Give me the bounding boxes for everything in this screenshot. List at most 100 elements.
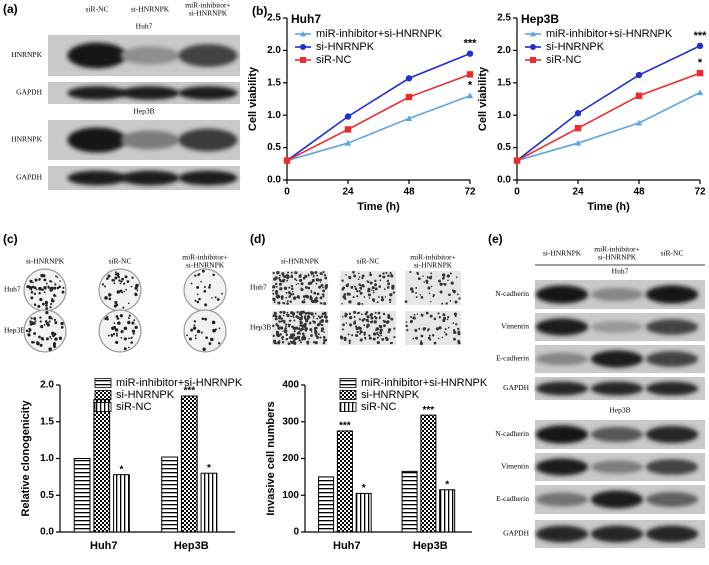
protein-label: GAPDH [503, 529, 529, 538]
protein-label: Vimentin [501, 322, 529, 331]
blot-band [535, 525, 589, 543]
lane-label: si-HNRNPK [186, 261, 225, 270]
protein-label: Vimentin [501, 462, 529, 471]
legend-marker [300, 57, 306, 63]
blot-band [67, 86, 127, 100]
y-tick-label: 2.0 [40, 380, 54, 391]
blot-band [178, 170, 238, 186]
lane-label: miR-inhibitor+ [410, 253, 455, 262]
lane-label: si-HNRNPK [131, 5, 170, 14]
y-tick-label: 0.0 [267, 175, 281, 186]
y-tick-label: 1.5 [40, 416, 54, 427]
y-tick-label: 1.5 [497, 77, 511, 88]
y-tick-label: 1.0 [497, 110, 511, 121]
lane-label: siR-NC [86, 5, 109, 14]
data-point [405, 75, 413, 82]
blot-band [590, 525, 644, 543]
lane-label: miR-inhibitor+ [594, 245, 639, 254]
lane-label: siR-NC [357, 257, 380, 266]
x-tick-label: 48 [633, 187, 645, 198]
blot-band [590, 490, 644, 509]
colonies [104, 314, 138, 351]
lane-label: si-HNRNPK [281, 257, 320, 266]
data-point [283, 157, 291, 164]
data-point [466, 50, 474, 57]
blot-band [120, 170, 180, 186]
bar [161, 456, 178, 533]
legend-label: miR-inhibitor+si-HNRNPK [361, 377, 488, 389]
legend-swatch [94, 378, 112, 388]
blot-band [590, 320, 644, 334]
protein-label: GAPDH [503, 383, 529, 392]
series-line [516, 45, 701, 162]
y-tick-label: 0.5 [40, 490, 54, 501]
blot-band [178, 128, 238, 152]
data-point [466, 92, 474, 99]
panel-label: (d) [250, 232, 265, 246]
protein-label: HNRNPK [11, 50, 42, 59]
x-tick-label: 72 [464, 187, 476, 198]
data-point [513, 157, 521, 164]
y-axis-label: Cell viability [247, 66, 259, 131]
invaded-cells [272, 270, 329, 306]
invasion-image [405, 271, 461, 305]
blot-band [120, 46, 180, 65]
y-axis-label: Relative clonogenicity [20, 400, 32, 517]
significance-label: *** [464, 38, 478, 50]
blot-band [535, 425, 589, 444]
x-tick-label: 48 [403, 187, 415, 198]
blot-band [178, 86, 238, 100]
protein-label: E-cadherin [496, 354, 529, 363]
blot-band [535, 492, 589, 507]
blot-band [535, 458, 589, 476]
lane-label: si-HNRNPK [598, 253, 637, 262]
invasion-image [405, 311, 461, 345]
y-tick-label: 1.0 [267, 110, 281, 121]
lane-label: siR-NC [661, 249, 684, 258]
data-point [344, 139, 352, 146]
significance-label: *** [183, 386, 195, 397]
chart-title: Hep3B [521, 12, 559, 26]
data-point [574, 139, 582, 146]
blot-band [645, 525, 699, 543]
colonies [25, 311, 64, 351]
row-label: Hep3B [250, 323, 271, 332]
legend-label: siR-NC [546, 54, 581, 66]
blot-band [590, 350, 644, 368]
cell-line-label: Hep3B [609, 406, 630, 415]
x-tick-label: 0 [514, 187, 520, 198]
protein-label: E-cadherin [496, 494, 529, 503]
culture-plate [98, 309, 142, 353]
colonies [190, 269, 223, 307]
legend-label: siR-NC [116, 401, 151, 413]
series-line [286, 95, 471, 162]
blot-band [645, 492, 699, 507]
row-label: Huh7 [250, 283, 267, 292]
significance-label: * [362, 483, 366, 494]
blot-band [645, 319, 699, 335]
y-tick-label: 100 [282, 490, 299, 501]
y-tick-label: 0 [293, 527, 299, 538]
bar [439, 489, 456, 533]
legend-swatch [339, 378, 357, 388]
blot-band [67, 42, 127, 69]
x-tick-label: Huh7 [333, 540, 361, 552]
data-point [635, 71, 643, 79]
series-line [286, 52, 471, 162]
y-tick-label: 2.0 [267, 45, 281, 56]
lane-label: si-HNRNPK [414, 261, 453, 270]
protein-label: HNRNPK [11, 135, 42, 144]
data-point [344, 113, 352, 120]
lane-label: miR-inhibitor+ [182, 253, 227, 262]
legend-marker [530, 31, 536, 37]
blot-band [590, 287, 644, 302]
y-axis-label: Invasive cell numbers [265, 401, 277, 515]
significance-label: * [207, 463, 211, 474]
legend-label: si-HNRNPK [316, 41, 375, 53]
culture-plate [98, 268, 142, 312]
legend-label: miR-inhibitor+si-HNRNPK [316, 28, 443, 40]
y-tick-label: 2.5 [267, 13, 281, 24]
blot-band [645, 425, 699, 444]
data-point [696, 42, 704, 50]
